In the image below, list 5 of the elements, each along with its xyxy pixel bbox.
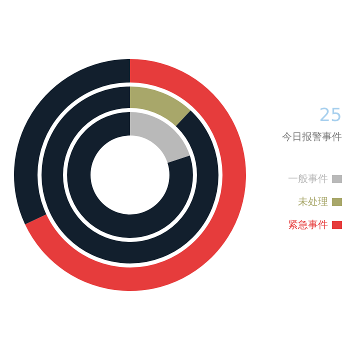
legend-label: 紧急事件 xyxy=(288,218,328,232)
legend-label: 未处理 xyxy=(298,196,328,209)
legend-label: 一般事件 xyxy=(288,172,328,186)
text: 今日报警事件 xyxy=(282,130,342,144)
text: 25 xyxy=(319,105,342,126)
